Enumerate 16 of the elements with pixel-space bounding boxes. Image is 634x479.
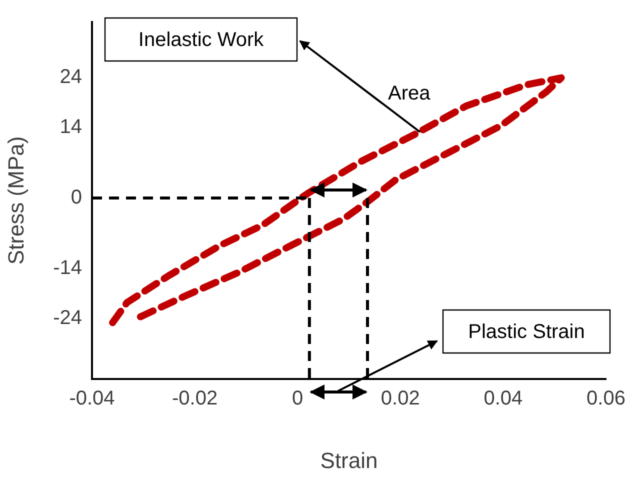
y-tick-label: -24 <box>53 307 82 330</box>
annotation: Area <box>388 82 432 105</box>
x-tick-label: -0.04 <box>69 388 115 410</box>
y-tick-label: 0 <box>70 186 82 208</box>
x-tick-label: 0.04 <box>484 388 523 410</box>
x-tick-label: 0.02 <box>380 388 420 410</box>
y-tick-label: 14 <box>60 116 82 138</box>
x-tick-label: 0 <box>292 388 304 410</box>
x-tick-label: 0.06 <box>586 388 626 410</box>
annotation: Plastic Strain <box>468 321 585 344</box>
x-axis-title: Strain <box>320 448 378 473</box>
y-tick-label: 24 <box>60 66 82 88</box>
y-axis-title: Stress (MPa) <box>3 136 28 265</box>
annotation: Inelastic Work <box>138 29 265 52</box>
x-tick-label: -0.02 <box>172 388 218 410</box>
y-tick-label: -14 <box>53 256 82 279</box>
